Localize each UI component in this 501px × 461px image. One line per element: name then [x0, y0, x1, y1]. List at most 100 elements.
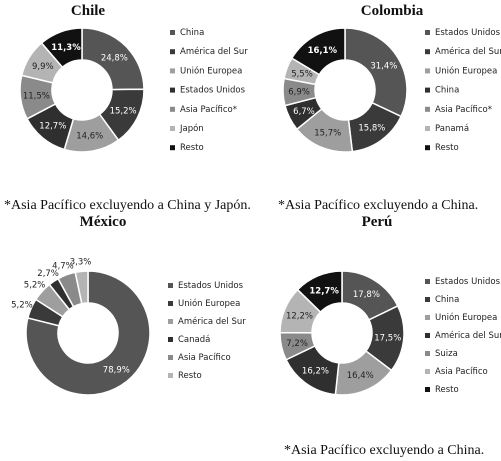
legend-swatch-asia-pac-fico: [425, 106, 430, 112]
legend-swatch-panam: [425, 126, 430, 131]
legend-peru: Estados Unidos China Unión Europea América …: [425, 277, 501, 395]
legend-swatch-asia-pac-fico: [170, 106, 175, 112]
data-label-asia-pac-fico: 12,2%: [286, 312, 313, 322]
legend-label-resto: Resto: [178, 371, 202, 381]
legend-label-asia-pac-fico: Asia Pacífico: [435, 367, 488, 377]
data-label-asia-pac-fico: 11,5%: [23, 92, 50, 102]
legend-swatch-canad: [168, 337, 173, 342]
legend-label-uni-n-europea: Unión Europea: [435, 65, 497, 76]
data-label-am-rica-del-sur: 15,8%: [358, 123, 385, 133]
legend-label-panam: Panamá: [435, 124, 469, 134]
legend-label-canad: Canadá: [178, 335, 210, 345]
legend-label-china: China: [435, 295, 459, 305]
legend-label-suiza: Suiza: [435, 349, 458, 359]
legend-swatch-estados-unidos: [425, 30, 430, 35]
data-label-resto: 3,3%: [70, 257, 92, 267]
data-label-am-rica-del-sur: 16,2%: [302, 367, 329, 377]
data-label-canad: 2,7%: [37, 269, 59, 279]
legend-swatch-china: [425, 297, 430, 302]
legend-label-estados-unidos: Estados Unidos: [178, 281, 244, 291]
data-label-uni-n-europea: 14,6%: [76, 131, 103, 141]
chart-title-chile: Chile: [71, 3, 106, 19]
legend-swatch-jap-n: [170, 126, 175, 131]
data-label-resto: 12,7%: [309, 287, 339, 297]
legend-label-asia-pac-fico: Asia Pacífico: [178, 353, 231, 363]
legend-label-resto: Resto: [435, 385, 459, 395]
legend-label-china: China: [435, 86, 459, 96]
data-label-china: 24,8%: [101, 53, 128, 63]
legend-swatch-resto: [425, 387, 430, 392]
legend-swatch-am-rica-del-sur: [170, 49, 175, 55]
data-label-am-rica-del-sur: 15,2%: [110, 107, 137, 117]
legend-swatch-am-rica-del-sur: [168, 319, 173, 324]
data-label-resto: 11,3%: [51, 43, 81, 53]
legend-label-jap-n: Japón: [179, 123, 204, 134]
legend-swatch-resto: [425, 145, 430, 151]
data-label-panam: 5,5%: [291, 70, 313, 80]
donut-chile: 24,8% 15,2% 14,6% 12,7% 11,5% 9,9% 11,3%: [19, 27, 145, 153]
data-label-jap-n: 9,9%: [32, 62, 54, 72]
legend-label-am-rica-del-sur: América del Sur: [435, 46, 501, 57]
legend-swatch-asia-pac-fico: [168, 355, 173, 360]
legend-swatch-china: [425, 87, 430, 93]
legend-swatch-uni-n-europea: [170, 68, 175, 74]
data-label-uni-n-europea: 15,7%: [314, 129, 341, 139]
slice-resto: [290, 27, 346, 76]
legend-label-asia-pac-fico: Asia Pacífico*: [180, 105, 237, 115]
data-label-asia-pac-fico: 4,7%: [52, 261, 74, 271]
legend-mexico: Estados Unidos Unión Europea América del S…: [168, 281, 246, 381]
data-label-estados-unidos: 12,7%: [39, 122, 66, 132]
data-label-uni-n-europea: 5,2%: [11, 300, 33, 310]
data-label-am-rica-del-sur: 5,2%: [24, 281, 46, 291]
legend-swatch-am-rica-del-sur: [425, 49, 430, 55]
slice-resto: [40, 27, 83, 69]
chart-title-peru: Perú: [362, 214, 393, 230]
data-label-estados-unidos: 31,4%: [370, 61, 397, 71]
legend-label-estados-unidos: Estados Unidos: [435, 277, 501, 287]
legend-swatch-estados-unidos: [425, 279, 430, 284]
chart-title-colombia: Colombia: [361, 3, 424, 19]
donut-peru: 17,8% 17,5% 16,4% 16,2% 7,2% 12,2% 12,7%: [279, 270, 405, 396]
legend-swatch-resto: [168, 373, 173, 378]
legend-label-am-rica-del-sur: América del Sur: [178, 316, 246, 327]
legend-colombia: Estados Unidos América del Sur Unión Europ…: [425, 28, 501, 153]
legend-swatch-uni-n-europea: [425, 315, 430, 320]
legend-swatch-suiza: [425, 351, 430, 356]
slice-resto: [74, 270, 89, 305]
legend-swatch-am-rica-del-sur: [425, 333, 430, 338]
data-label-estados-unidos: 17,8%: [353, 290, 380, 300]
footnote-colombia: *Asia Pacífico excluyendo a China.: [278, 198, 478, 213]
donut-colombia: 31,4% 15,8% 15,7% 6,7% 6,9% 5,5% 16,1%: [282, 27, 408, 153]
data-label-suiza: 7,2%: [286, 339, 308, 349]
data-label-asia-pac-fico: 6,9%: [288, 88, 310, 98]
legend-swatch-uni-n-europea: [425, 68, 430, 74]
legend-label-uni-n-europea: Unión Europea: [435, 312, 497, 323]
legend-chile: China América del Sur Unión Europea Estados…: [170, 28, 248, 153]
footnote-peru: *Asia Pacífico excluyendo a China.: [284, 443, 484, 458]
donut-mexico: 78,9% 5,2% 5,2% 2,7%4,7%3,3%: [11, 257, 151, 396]
slice-estados-unidos: [344, 27, 408, 118]
legend-swatch-asia-pac-fico: [425, 369, 430, 374]
data-label-resto: 16,1%: [308, 46, 338, 56]
legend-label-asia-pac-fico: Asia Pacífico*: [435, 105, 492, 115]
legend-label-resto: Resto: [435, 143, 459, 153]
data-label-uni-n-europea: 16,4%: [347, 371, 374, 381]
legend-swatch-china: [170, 30, 175, 35]
legend-swatch-uni-n-europea: [168, 301, 173, 306]
legend-label-estados-unidos: Estados Unidos: [180, 86, 246, 96]
legend-swatch-resto: [170, 145, 175, 151]
legend-label-resto: Resto: [180, 143, 204, 153]
legend-label-uni-n-europea: Unión Europea: [178, 298, 240, 309]
legend-label-estados-unidos: Estados Unidos: [435, 28, 501, 38]
chart-title-mexico: México: [80, 214, 127, 230]
data-label-estados-unidos: 78,9%: [103, 365, 130, 375]
legend-label-am-rica-del-sur: América del Sur: [435, 330, 501, 341]
legend-label-uni-n-europea: Unión Europea: [180, 65, 242, 76]
legend-swatch-estados-unidos: [170, 87, 175, 93]
legend-label-am-rica-del-sur: América del Sur: [180, 46, 248, 57]
footnote-chile: *Asia Pacífico excluyendo a China y Japó…: [4, 198, 251, 213]
legend-label-china: China: [180, 28, 204, 38]
data-label-china: 6,7%: [293, 107, 315, 117]
